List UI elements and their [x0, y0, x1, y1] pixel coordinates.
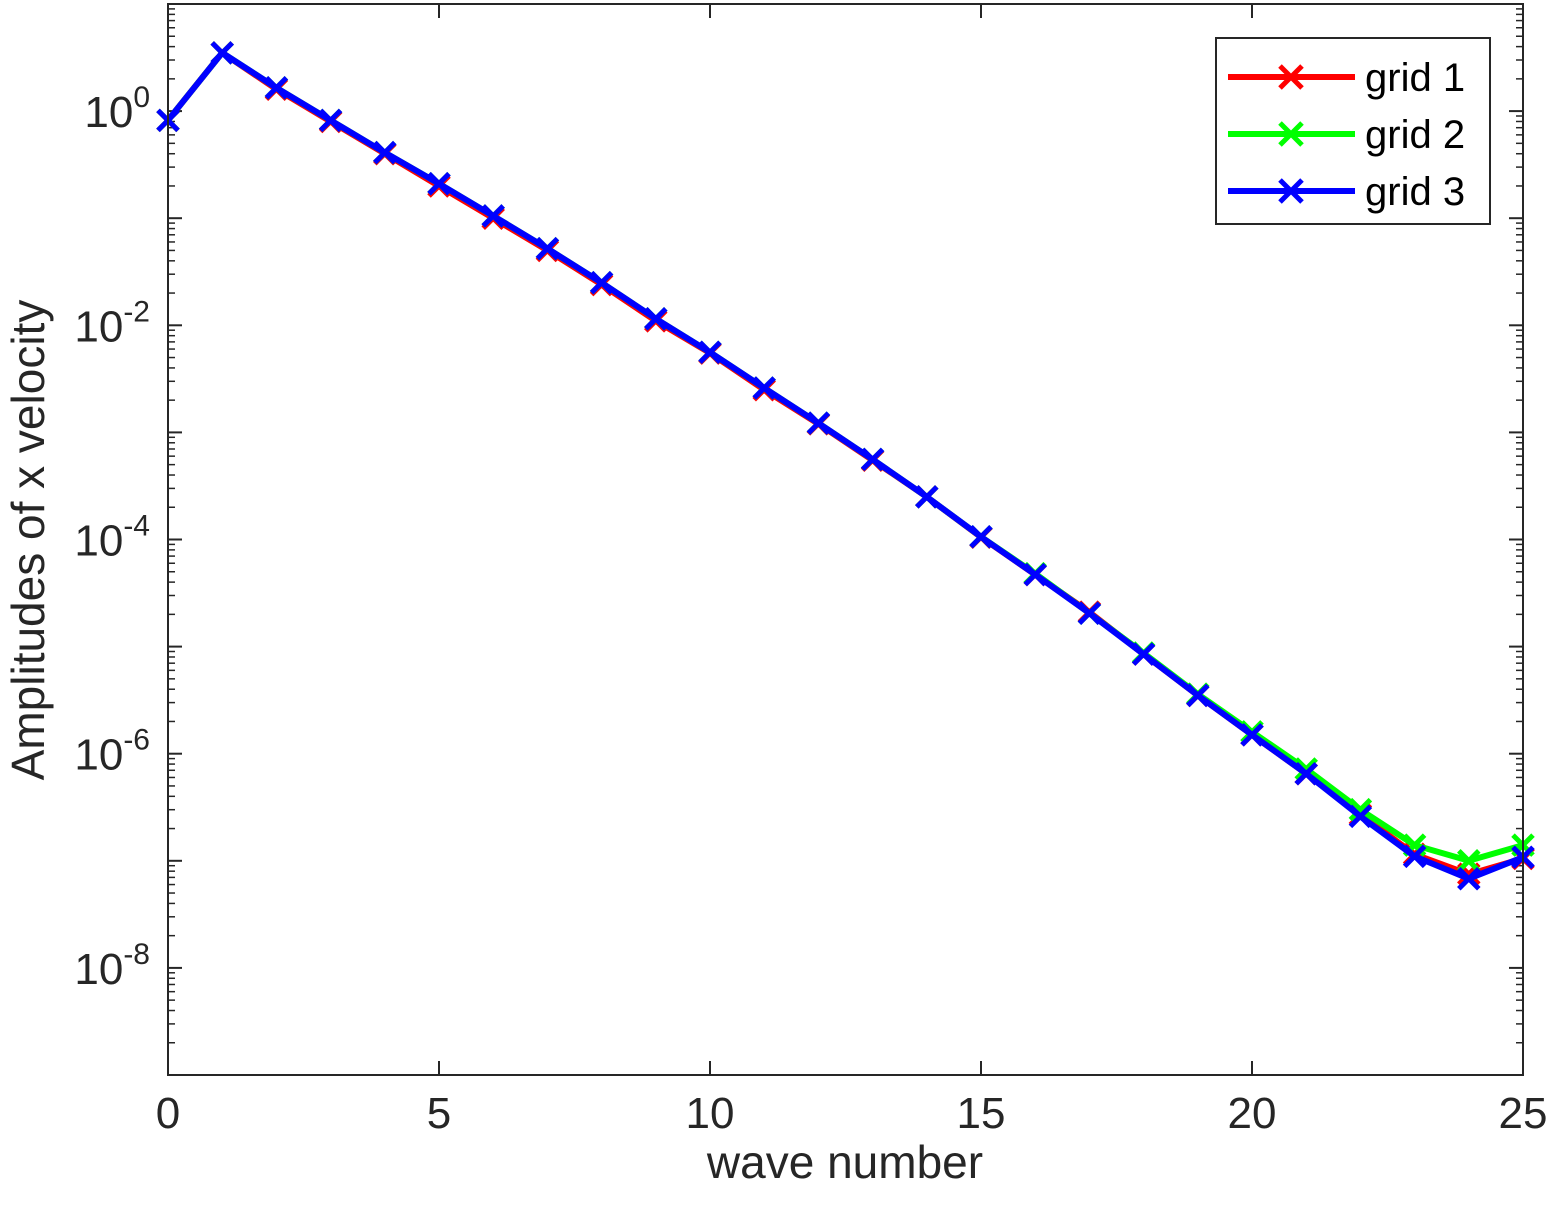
data-point-marker [535, 236, 560, 261]
data-point-marker [1077, 601, 1102, 625]
x-tick-label: 5 [427, 1089, 451, 1138]
data-point-marker [1457, 866, 1481, 891]
y-axis-label: Amplitudes of x velocity [2, 300, 54, 781]
data-point-marker [1457, 849, 1481, 873]
data-point-marker [860, 447, 885, 472]
y-tick-labels: 100 10-2 10-4 10-6 10-8 [74, 81, 150, 994]
x-axis-label: wave number [706, 1136, 983, 1188]
data-point-marker [752, 376, 776, 400]
data-point-marker [698, 340, 722, 365]
x-tick-label: 10 [686, 1089, 735, 1138]
legend-label-3: grid 3 [1365, 170, 1465, 214]
series-layer [156, 41, 1535, 891]
y-tick-label: 10-6 [74, 724, 150, 780]
legend-marker-3 [1278, 178, 1304, 204]
data-point-marker [1186, 683, 1210, 708]
data-point-marker [1348, 804, 1373, 829]
legend-label-1: grid 1 [1365, 56, 1465, 100]
data-point-marker [427, 171, 451, 196]
data-point-marker [1294, 761, 1318, 786]
legend: grid 1 grid 2 grid 3 [1215, 37, 1491, 225]
y-tick-label: 10-8 [74, 938, 150, 994]
legend-label-2: grid 2 [1365, 113, 1465, 157]
x-tick-label: 0 [156, 1089, 180, 1138]
data-point-marker [1348, 797, 1373, 822]
data-point-marker [481, 204, 505, 228]
x-tick-label: 15 [957, 1089, 1006, 1138]
data-point-marker [210, 41, 234, 65]
data-point-marker [318, 108, 343, 133]
data-point-marker [1023, 562, 1047, 587]
minor-ticks [168, 8, 1523, 1044]
x-tick-label: 25 [1499, 1089, 1548, 1138]
data-point-marker [1240, 723, 1264, 747]
data-point-marker [1402, 844, 1427, 869]
data-point-marker [589, 270, 614, 295]
x-tick-label: 20 [1228, 1089, 1277, 1138]
data-point-marker [969, 525, 993, 549]
data-point-marker [1131, 642, 1156, 666]
data-point-marker [644, 307, 668, 331]
legend-marker-1 [1278, 64, 1304, 90]
y-tick-label: 100 [84, 81, 150, 137]
y-tick-label: 10-2 [74, 295, 150, 351]
data-point-marker [915, 485, 939, 509]
x-tick-labels: 0 5 10 15 20 25 [156, 1089, 1548, 1138]
plot-frame [167, 3, 1524, 1076]
data-point-marker [264, 76, 289, 100]
legend-marker-2 [1278, 121, 1304, 147]
y-tick-label: 10-4 [74, 510, 150, 566]
data-point-marker [806, 411, 831, 435]
data-point-marker [373, 140, 397, 165]
